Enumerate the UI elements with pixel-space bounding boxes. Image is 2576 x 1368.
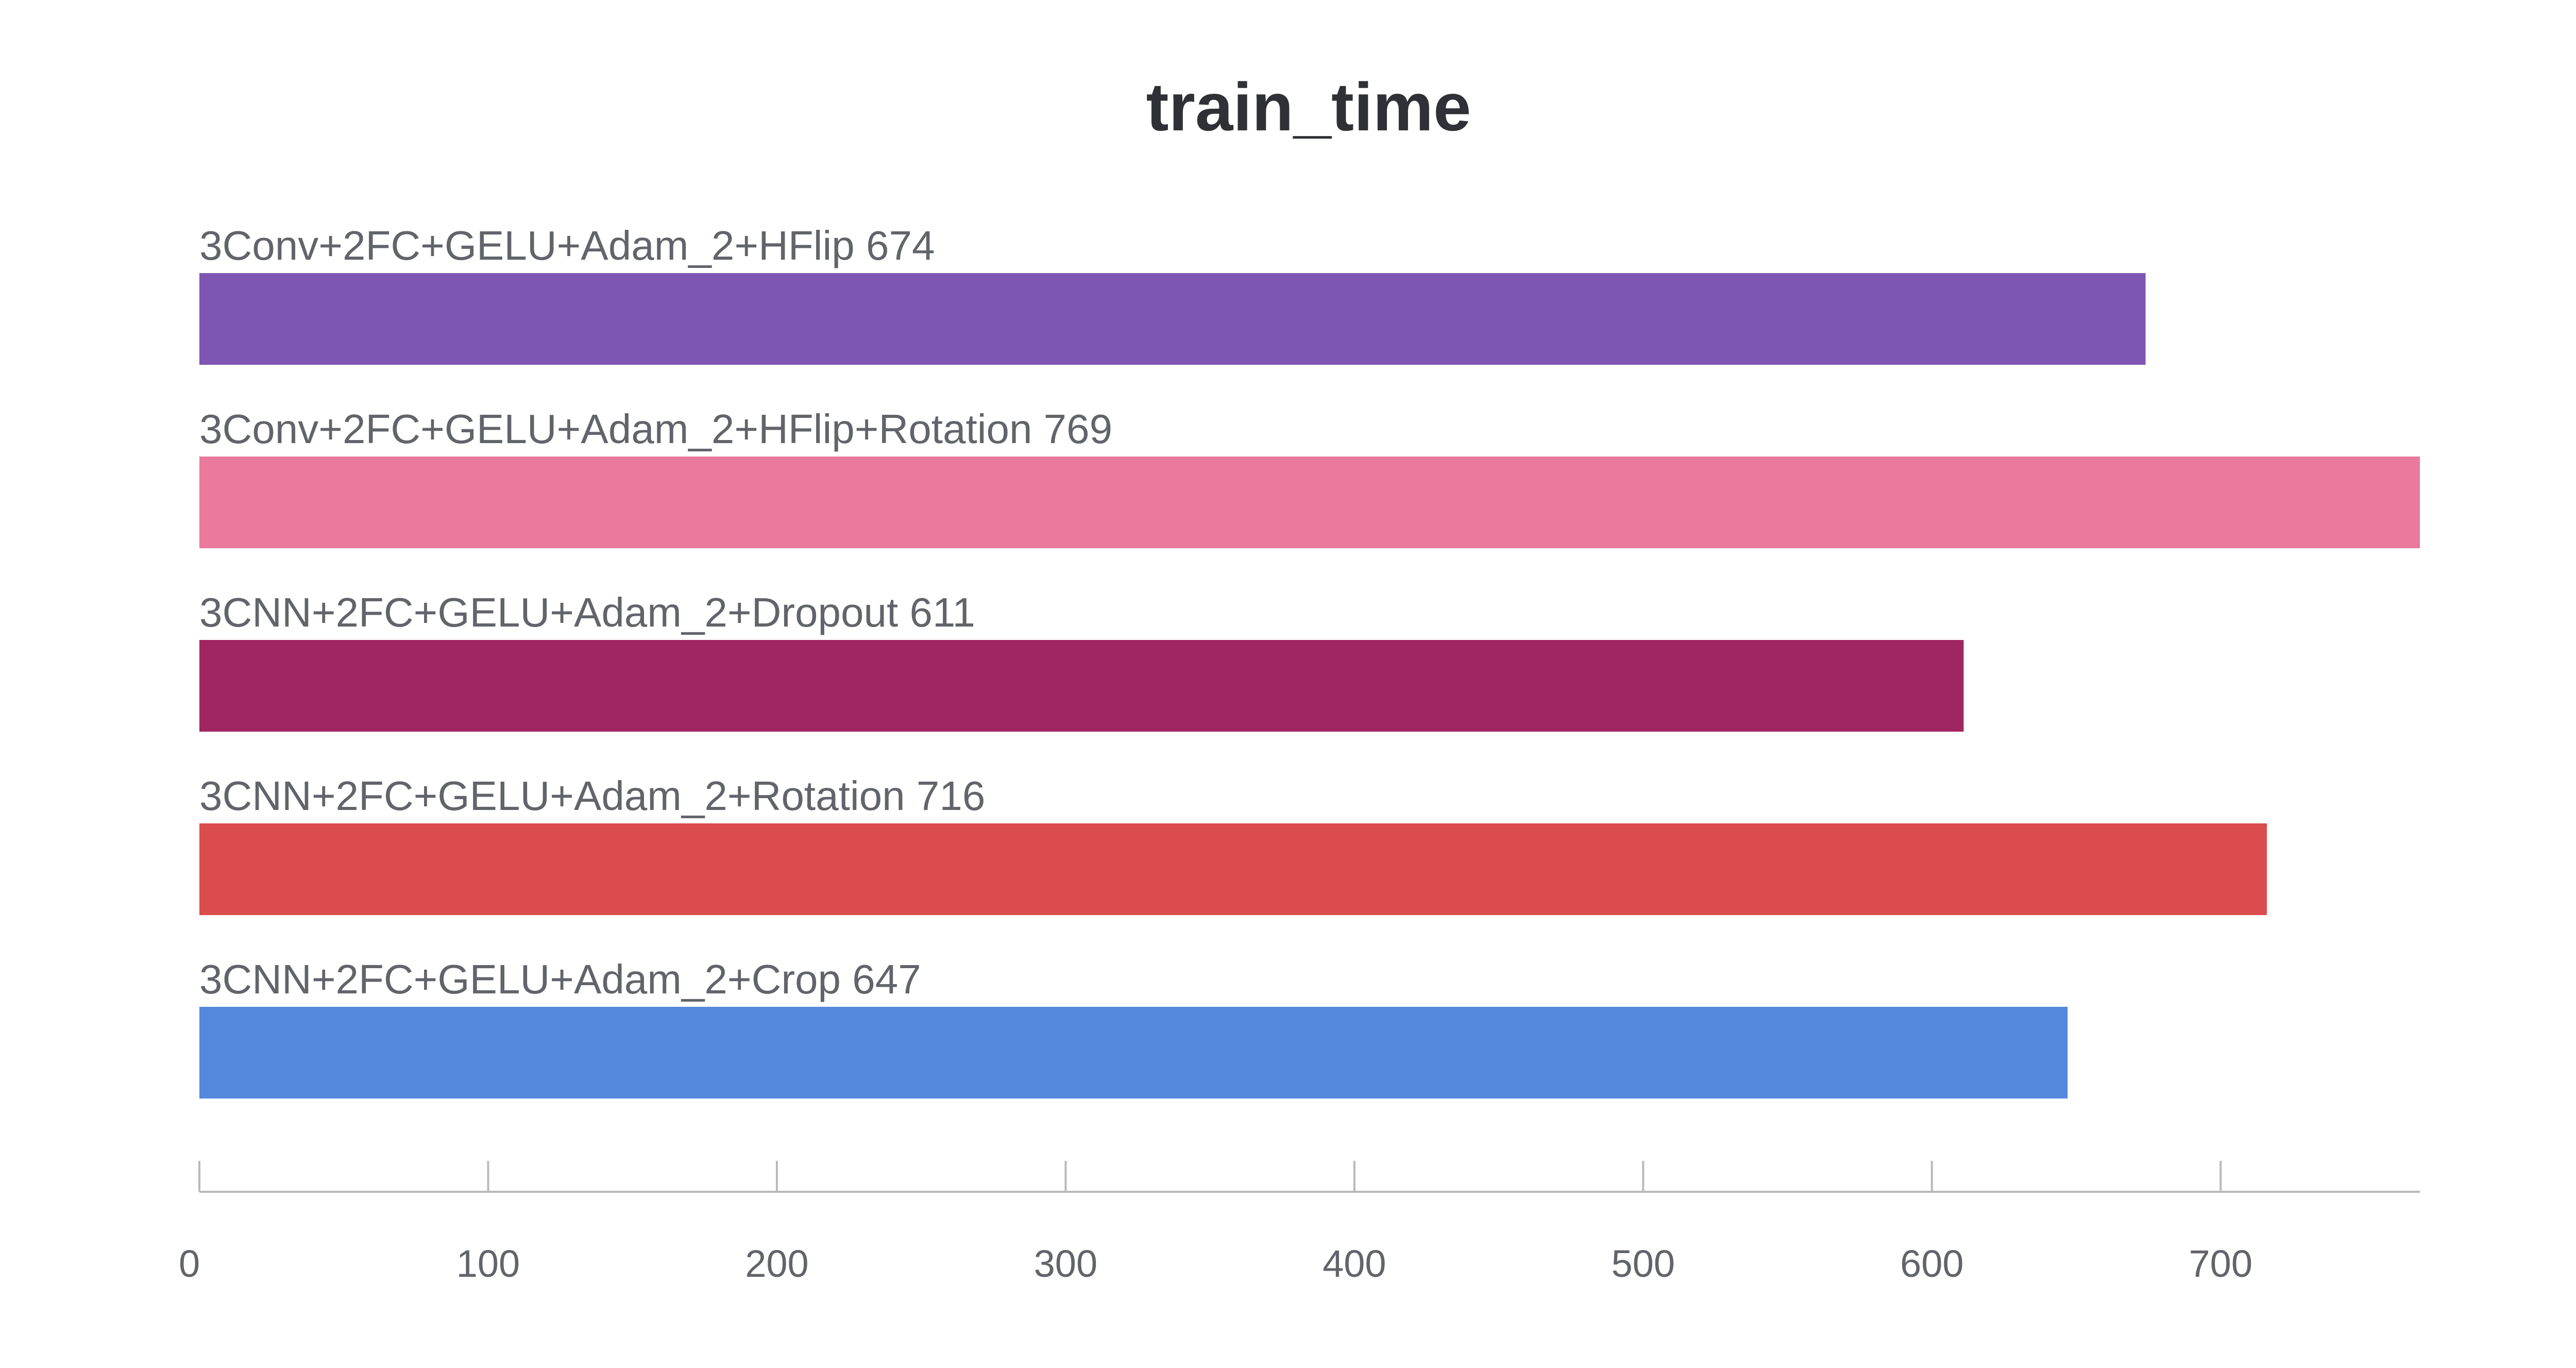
x-tick-label: 100 [456, 1242, 520, 1285]
x-tick-label: 600 [1900, 1242, 1963, 1285]
bar-label: 3CNN+2FC+GELU+Adam_2+Dropout 611 [199, 589, 975, 635]
bar-label: 3CNN+2FC+GELU+Adam_2+Rotation 716 [199, 773, 985, 819]
bar-label-series: 3Conv+2FC+GELU+Adam_2+HFlip [199, 223, 855, 268]
chart-title: train_time [1146, 69, 1471, 145]
bar [199, 1007, 2068, 1099]
bar-label-series: 3CNN+2FC+GELU+Adam_2+Dropout [199, 589, 898, 635]
bar [199, 823, 2267, 915]
x-tick-label: 300 [1034, 1242, 1097, 1285]
bars-group: 3Conv+2FC+GELU+Adam_2+HFlip 6743Conv+2FC… [199, 223, 2420, 1099]
bar-value-label: 611 [898, 589, 975, 635]
bar-value-label: 716 [905, 773, 986, 819]
bar-label: 3Conv+2FC+GELU+Adam_2+HFlip 674 [199, 223, 935, 268]
x-tick-label: 400 [1323, 1242, 1386, 1285]
x-axis: 0 100 200 300 400 500 600 700 [179, 1161, 2420, 1285]
bar-label-series: 3Conv+2FC+GELU+Adam_2+HFlip+Rotation [199, 406, 1032, 452]
bar [199, 273, 2146, 365]
x-tick-label: 0 [179, 1242, 200, 1285]
x-tick-label: 500 [1612, 1242, 1675, 1285]
bar-label: 3CNN+2FC+GELU+Adam_2+Crop 647 [199, 956, 921, 1002]
bar-label: 3Conv+2FC+GELU+Adam_2+HFlip+Rotation 769 [199, 406, 1112, 452]
x-tick-label: 700 [2189, 1242, 2252, 1285]
bar [199, 457, 2420, 548]
x-tick-label: 200 [745, 1242, 808, 1285]
bar-label-series: 3CNN+2FC+GELU+Adam_2+Crop [199, 956, 841, 1002]
bar-label-series: 3CNN+2FC+GELU+Adam_2+Rotation [199, 773, 905, 819]
bar [199, 640, 1964, 732]
bar-value-label: 674 [855, 223, 935, 268]
bar-value-label: 769 [1032, 406, 1112, 452]
bar-value-label: 647 [841, 956, 921, 1002]
